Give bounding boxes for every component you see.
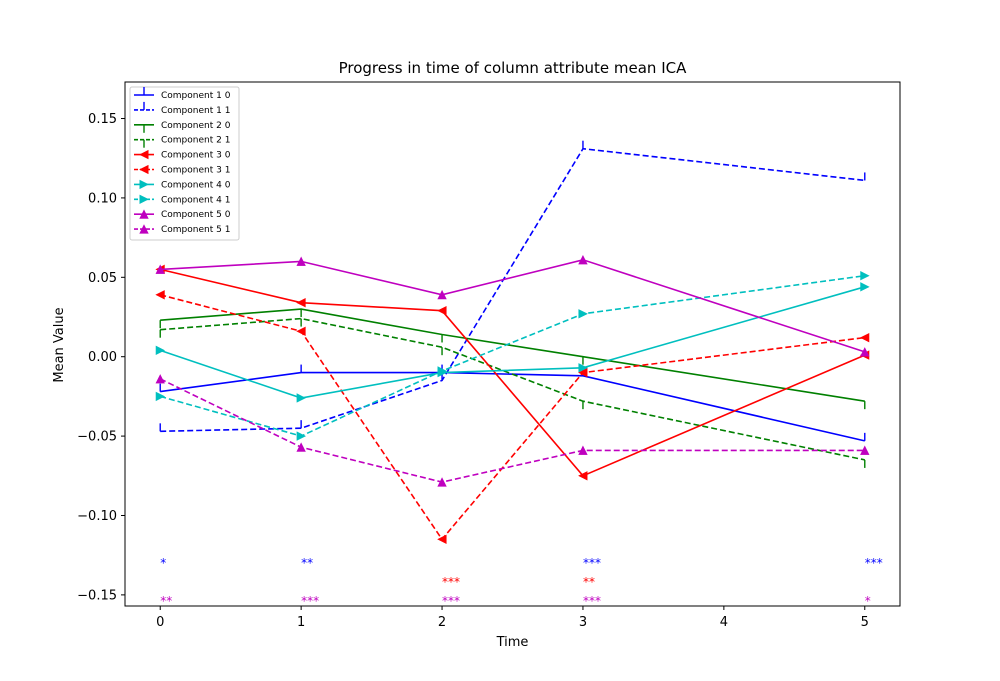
legend-item: Component 2 1 — [134, 136, 230, 148]
y-axis-title: Mean Value — [52, 307, 67, 382]
significance-annotation: * — [160, 556, 166, 570]
x-tick-label: 4 — [720, 615, 728, 630]
data-point — [578, 445, 588, 455]
legend-label: Component 4 0 — [161, 180, 231, 190]
series-6 — [155, 290, 870, 544]
legend-item: Component 4 0 — [134, 179, 231, 190]
x-axis-title: Time — [496, 635, 529, 650]
legend-label: Component 2 1 — [161, 136, 230, 146]
chart-title: Progress in time of column attribute mea… — [339, 59, 687, 77]
legend-item: Component 1 0 — [134, 87, 231, 101]
data-point — [296, 298, 306, 308]
data-point — [437, 305, 447, 316]
data-point — [155, 290, 165, 300]
y-tick-label: −0.15 — [77, 588, 117, 603]
x-tick-label: 5 — [861, 615, 869, 630]
legend-item: Component 5 1 — [134, 224, 230, 235]
series-2 — [159, 140, 866, 433]
data-point — [578, 363, 588, 373]
significance-annotation: * — [865, 594, 871, 608]
legend-label: Component 5 0 — [161, 210, 231, 220]
series-8 — [155, 271, 870, 441]
data-point — [296, 256, 306, 266]
significance-annotation: ** — [301, 556, 313, 570]
data-point — [859, 332, 870, 343]
data-point — [437, 534, 447, 544]
legend-item: Component 3 0 — [134, 149, 231, 161]
legend-label: Component 3 0 — [161, 151, 231, 161]
x-tick-label: 0 — [156, 615, 164, 630]
significance-annotation: *** — [583, 556, 601, 570]
legend-item: Component 2 0 — [134, 121, 231, 133]
legend-marker — [139, 224, 149, 234]
legend-label: Component 5 1 — [161, 225, 230, 235]
significance-annotation: ** — [160, 594, 172, 608]
legend-label: Component 1 0 — [161, 91, 231, 101]
series-line — [160, 317, 865, 461]
y-tick-label: −0.05 — [77, 430, 117, 445]
significance-annotation: *** — [865, 556, 883, 570]
significance-annotation: *** — [583, 594, 601, 608]
legend-label: Component 1 1 — [161, 106, 230, 116]
data-point — [860, 445, 870, 455]
y-tick-label: 0.00 — [88, 350, 117, 365]
data-point — [155, 374, 165, 384]
data-point — [437, 477, 447, 487]
data-point — [296, 431, 307, 441]
data-point — [155, 391, 166, 402]
data-point — [578, 254, 588, 265]
significance-annotation: ** — [583, 575, 595, 589]
legend-marker — [139, 194, 149, 204]
data-point — [437, 366, 447, 376]
legend-item: Component 5 0 — [134, 209, 231, 220]
x-tick-label: 1 — [297, 615, 305, 630]
y-tick-label: 0.10 — [88, 191, 117, 206]
plot-area: 0 1 2 3 4 5−0.15−0.10−0.050.000.050.100.15* **… — [77, 81, 901, 630]
legend-label: Component 3 1 — [161, 166, 230, 176]
legend-item: Component 3 1 — [134, 164, 230, 176]
significance-annotation: *** — [301, 594, 319, 608]
legend-marker — [139, 209, 149, 219]
legend: Component 1 0 Component 1 1 Component 2 0 C… — [129, 86, 240, 241]
data-point — [578, 367, 588, 378]
data-point — [578, 309, 588, 319]
legend-marker — [139, 149, 149, 160]
data-point — [296, 442, 306, 452]
legend-label: Component 4 1 — [161, 195, 230, 205]
axes-frame — [124, 81, 901, 607]
data-point — [155, 264, 165, 274]
legend-marker — [139, 164, 149, 175]
series-9 — [155, 254, 870, 357]
x-tick-label: 2 — [438, 615, 446, 630]
significance-annotation: *** — [442, 575, 460, 589]
legend-item: Component 1 1 — [134, 101, 230, 116]
y-tick-label: 0.15 — [88, 112, 117, 127]
data-point — [860, 347, 870, 357]
legend-marker — [139, 179, 149, 190]
series-4 — [159, 317, 866, 468]
legend-item: Component 4 1 — [134, 194, 230, 205]
data-point — [296, 393, 307, 403]
data-point — [860, 271, 870, 281]
x-tick-label: 3 — [579, 615, 587, 630]
data-point — [155, 345, 166, 356]
data-point — [437, 289, 447, 300]
significance-annotation: *** — [442, 594, 460, 608]
series-3 — [159, 308, 866, 410]
y-tick-label: −0.10 — [77, 509, 117, 524]
data-point — [296, 326, 306, 336]
legend-box — [129, 86, 240, 241]
series-10 — [155, 374, 870, 487]
data-point — [578, 471, 588, 481]
legend-label: Component 2 0 — [161, 121, 231, 131]
data-point — [860, 282, 870, 292]
y-tick-label: 0.05 — [88, 271, 117, 286]
